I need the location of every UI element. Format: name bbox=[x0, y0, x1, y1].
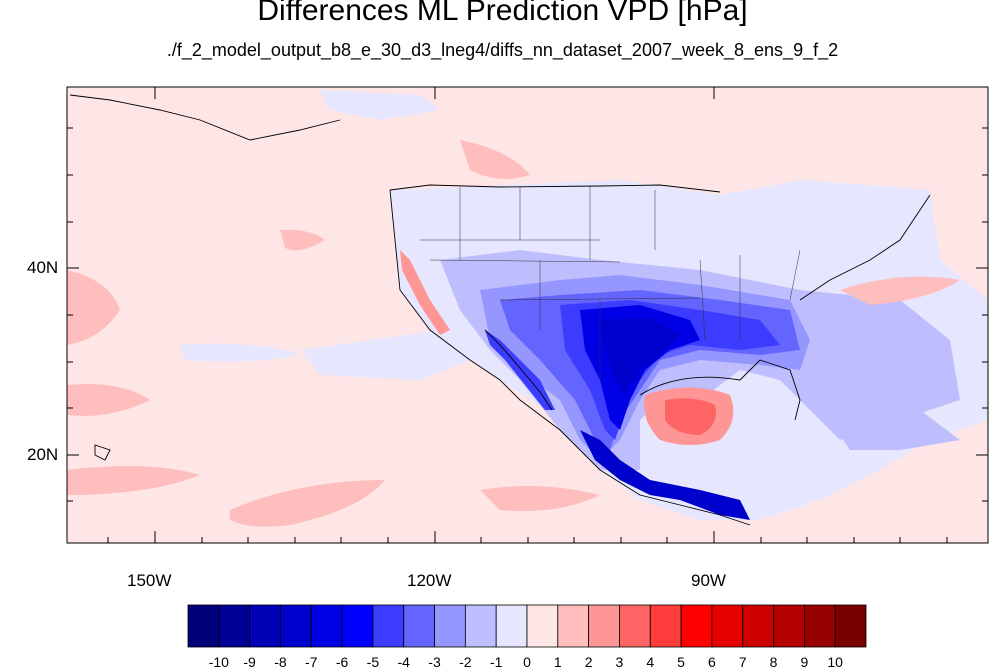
colorbar-swatch bbox=[280, 604, 312, 648]
colorbar-label: 1 bbox=[553, 654, 562, 670]
colorbar-swatch bbox=[803, 604, 836, 648]
colorbar bbox=[187, 604, 867, 648]
map-subtitle: ./f_2_model_output_b8_e_30_d3_lneg4/diff… bbox=[166, 40, 839, 60]
field-lightblue-gulf bbox=[300, 330, 470, 380]
field-red-southpac bbox=[230, 480, 385, 527]
colorbar-swatch bbox=[711, 604, 744, 648]
lon-label-150w: 150W bbox=[127, 571, 172, 590]
colorbar-label: 0 bbox=[523, 654, 531, 670]
colorbar-swatch bbox=[557, 604, 590, 648]
colorbar-swatch bbox=[588, 604, 620, 648]
field-red-epac bbox=[480, 486, 600, 511]
field-blue-mexico bbox=[580, 430, 750, 520]
field-red-atl bbox=[840, 276, 960, 305]
colorbar-label: 10 bbox=[827, 654, 843, 670]
colorbar-swatch bbox=[464, 604, 497, 648]
colorbar-label: -6 bbox=[335, 654, 349, 670]
field-blue-2b bbox=[830, 410, 960, 450]
coastlines bbox=[69, 94, 931, 526]
lat-label-20n: 20N bbox=[27, 445, 59, 464]
field-lightblue-pacific bbox=[180, 343, 300, 362]
colorbar-swatch bbox=[495, 604, 528, 648]
colorbar-label: 5 bbox=[677, 654, 685, 670]
colorbar-swatch bbox=[649, 604, 682, 648]
field-red-gulf-inner bbox=[665, 398, 716, 435]
colorbar-label: -9 bbox=[243, 654, 256, 670]
colorbar-swatch bbox=[218, 604, 251, 648]
colorbar-label: 6 bbox=[708, 654, 716, 670]
field-red-coast bbox=[400, 250, 450, 335]
colorbar-label: 4 bbox=[646, 654, 655, 670]
lon-label-90w: 90W bbox=[691, 571, 726, 590]
lon-label-120w: 120W bbox=[407, 571, 452, 590]
colorbar-swatch bbox=[403, 604, 435, 648]
colorbar-swatch bbox=[249, 604, 281, 648]
colorbar-swatch bbox=[341, 604, 374, 648]
field-red-westpac bbox=[67, 270, 120, 345]
map-field bbox=[67, 87, 988, 543]
colorbar-label: -4 bbox=[397, 654, 410, 670]
colorbar-swatch bbox=[434, 604, 466, 648]
colorbar-label: 9 bbox=[800, 654, 809, 670]
colorbar-swatch bbox=[310, 604, 343, 648]
colorbar-label: -5 bbox=[366, 654, 380, 670]
colorbar-swatch bbox=[742, 604, 774, 648]
colorbar-swatch bbox=[187, 604, 220, 648]
axis-ticks bbox=[67, 87, 988, 543]
colorbar-label: 2 bbox=[584, 654, 593, 670]
political-borders bbox=[420, 186, 801, 380]
colorbar-label: -1 bbox=[489, 654, 503, 670]
field-blue-baja bbox=[485, 330, 555, 410]
colorbar-swatch bbox=[680, 604, 713, 648]
field-red-westpac2 bbox=[67, 384, 150, 416]
field-lightblue-north bbox=[320, 90, 440, 120]
colorbar-label: -8 bbox=[274, 654, 287, 670]
colorbar-swatch bbox=[773, 604, 805, 648]
colorbar-label: -10 bbox=[208, 654, 229, 670]
field-red-north bbox=[460, 140, 530, 179]
colorbar-label: 3 bbox=[615, 654, 624, 670]
colorbar-label: 7 bbox=[738, 654, 747, 670]
colorbar-swatch bbox=[834, 604, 867, 648]
field-red-npac bbox=[280, 229, 325, 251]
colorbar-swatch bbox=[619, 604, 651, 648]
colorbar-label: -2 bbox=[459, 654, 472, 670]
colorbar-label: -3 bbox=[428, 654, 441, 670]
field-red-southpac2 bbox=[67, 466, 200, 495]
field-blue-7 bbox=[600, 318, 680, 395]
map-title: Differences ML Prediction VPD [hPa] bbox=[257, 0, 748, 27]
colorbar-label: -7 bbox=[305, 654, 318, 670]
lat-label-40n: 40N bbox=[27, 258, 59, 277]
colorbar-swatch bbox=[372, 604, 405, 648]
colorbar-swatch bbox=[526, 604, 559, 648]
colorbar-label: 8 bbox=[769, 654, 778, 670]
